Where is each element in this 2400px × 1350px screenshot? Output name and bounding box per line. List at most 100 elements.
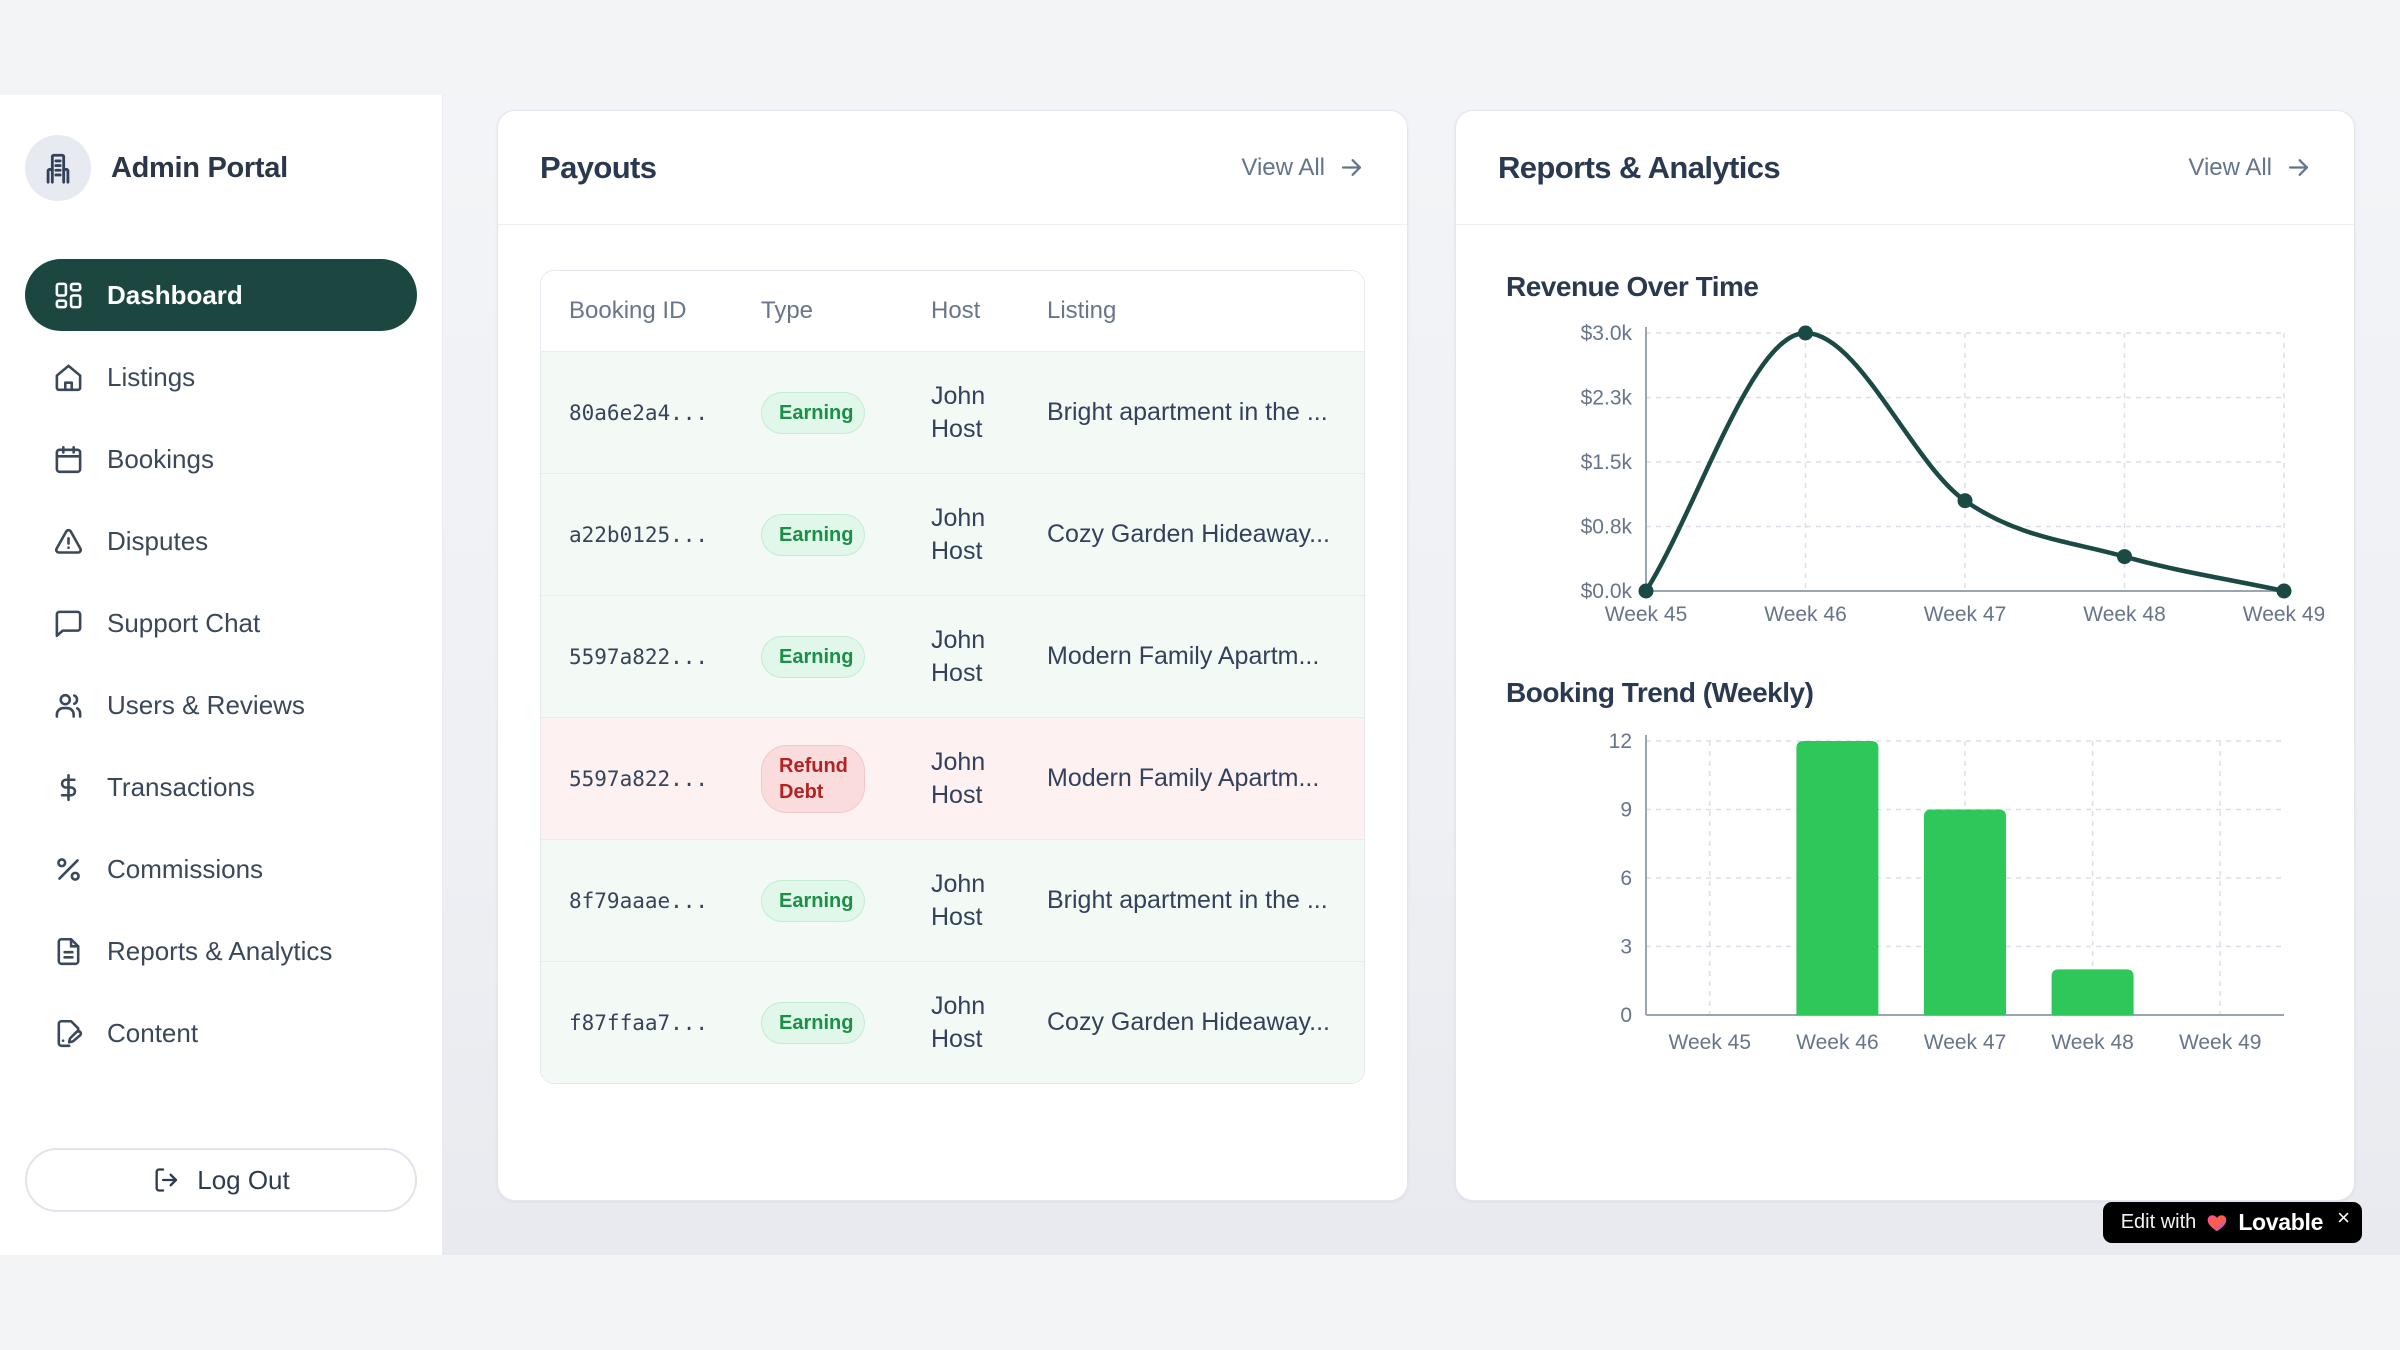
cell-host: John Host xyxy=(931,991,986,1053)
payouts-card-header: Payouts View All xyxy=(498,111,1407,225)
cell-host: John Host xyxy=(931,747,986,809)
reports-body: Revenue Over Time $0.0k $0.8k $1.5k $2.3k $3… xyxy=(1456,225,2354,1071)
payouts-table: Booking ID Type Host Listing 80a6e2a4...… xyxy=(540,270,1365,1084)
revenue-chart-title: Revenue Over Time xyxy=(1506,271,1759,302)
svg-text:$3.0k: $3.0k xyxy=(1581,322,1633,345)
payouts-title: Payouts xyxy=(540,149,657,185)
cell-booking-id: 8f79aaae... xyxy=(569,888,709,913)
reports-view-all-label: View All xyxy=(2188,153,2272,181)
sidebar-nav: Dashboard Listings Bookings Disputes Support… xyxy=(25,259,417,1069)
lovable-badge[interactable]: Edit with Lovable × xyxy=(2102,1202,2362,1243)
sidebar-item-label: Dashboard xyxy=(107,279,243,310)
cell-listing: Modern Family Apartm... xyxy=(1047,764,1320,792)
table-row: 8f79aaae... Earning John Host Bright apartm… xyxy=(541,839,1364,961)
sidebar-item-disputes[interactable]: Disputes xyxy=(25,505,417,577)
sidebar-item-bookings[interactable]: Bookings xyxy=(25,423,417,495)
table-row: 80a6e2a4... Earning John Host Bright apartm… xyxy=(541,351,1364,473)
booking-bar-chart: 0 3 6 9 12 Week 45 Week 46 Week 47 Week 48 Week 4… xyxy=(1609,730,2284,1054)
cell-listing: Cozy Garden Hideaway... xyxy=(1047,1008,1330,1036)
svg-text:Week 49: Week 49 xyxy=(2243,603,2324,626)
cell-listing: Modern Family Apartm... xyxy=(1047,642,1320,670)
svg-text:$0.0k: $0.0k xyxy=(1581,580,1633,603)
svg-text:Week 46: Week 46 xyxy=(1764,603,1847,626)
cell-type: Earning xyxy=(733,1001,903,1044)
column-header-type: Type xyxy=(761,297,814,324)
cell-booking-id: 5597a822... xyxy=(569,644,709,669)
percent-icon xyxy=(53,854,84,885)
logout-button[interactable]: Log Out xyxy=(25,1148,417,1212)
sidebar-item-label: Listings xyxy=(107,361,196,392)
svg-text:Week 47: Week 47 xyxy=(1924,1031,2007,1054)
arrow-right-icon xyxy=(2285,154,2312,181)
table-row: 5597a822... Refund Debt John Host Modern Fa… xyxy=(541,717,1364,839)
sidebar-item-label: Support Chat xyxy=(107,607,261,638)
revenue-line-chart: $0.0k $0.8k $1.5k $2.3k $3.0k Week 45 Week 46 W… xyxy=(1581,322,2324,626)
sidebar-item-transactions[interactable]: Transactions xyxy=(25,751,417,823)
lovable-prefix: Edit with xyxy=(2120,1211,2197,1233)
svg-text:$1.5k: $1.5k xyxy=(1581,451,1633,474)
payouts-view-all-label: View All xyxy=(1241,153,1325,181)
file-text-icon xyxy=(53,936,84,967)
dollar-icon xyxy=(53,772,84,803)
cell-type: Earning xyxy=(733,391,903,434)
cell-booking-id: 5597a822... xyxy=(569,766,709,791)
sidebar-item-commissions[interactable]: Commissions xyxy=(25,833,417,905)
table-row: f87ffaa7... Earning John Host Cozy Garden H… xyxy=(541,961,1364,1083)
type-badge: Earning xyxy=(761,391,865,434)
cell-type: Earning xyxy=(733,635,903,678)
cell-listing: Cozy Garden Hideaway... xyxy=(1047,520,1330,548)
cell-type: Earning xyxy=(733,879,903,922)
sidebar-item-users-reviews[interactable]: Users & Reviews xyxy=(25,669,417,741)
cell-host: John Host xyxy=(931,381,986,443)
table-row: 5597a822... Earning John Host Modern Family… xyxy=(541,595,1364,717)
building-icon xyxy=(41,151,75,185)
type-badge: Refund Debt xyxy=(761,744,865,813)
cell-booking-id: a22b0125... xyxy=(569,522,709,547)
sidebar-item-label: Bookings xyxy=(107,443,214,474)
payouts-view-all-link[interactable]: View All xyxy=(1241,154,1365,182)
payouts-card: Payouts View All Booking ID Type Host Li… xyxy=(497,110,1408,1201)
calendar-icon xyxy=(53,444,84,475)
booking-chart-title: Booking Trend (Weekly) xyxy=(1506,677,1814,708)
sidebar-item-support-chat[interactable]: Support Chat xyxy=(25,587,417,659)
cell-type: Refund Debt xyxy=(733,744,903,813)
svg-text:6: 6 xyxy=(1620,867,1632,890)
cell-host: John Host xyxy=(931,503,986,565)
svg-text:Week 45: Week 45 xyxy=(1605,603,1688,626)
svg-text:$0.8k: $0.8k xyxy=(1581,516,1633,539)
cell-listing: Bright apartment in the ... xyxy=(1047,398,1328,426)
sidebar-item-dashboard[interactable]: Dashboard xyxy=(25,259,417,331)
alert-triangle-icon xyxy=(53,526,84,557)
type-badge: Earning xyxy=(761,513,865,556)
file-pen-icon xyxy=(53,1018,84,1049)
sidebar-item-label: Disputes xyxy=(107,525,209,556)
svg-text:0: 0 xyxy=(1620,1004,1632,1027)
sidebar-item-label: Transactions xyxy=(107,771,255,802)
sidebar-item-label: Commissions xyxy=(107,853,264,884)
cell-host: John Host xyxy=(931,625,986,687)
type-badge: Earning xyxy=(761,879,865,922)
svg-text:$2.3k: $2.3k xyxy=(1581,387,1633,410)
app-frame: Admin Portal Dashboard Listings Bookings Di… xyxy=(0,95,2400,1255)
sidebar-item-listings[interactable]: Listings xyxy=(25,341,417,413)
sidebar-item-content[interactable]: Content xyxy=(25,997,417,1069)
brand-logo xyxy=(25,135,91,201)
payouts-table-body: 80a6e2a4... Earning John Host Bright apartm… xyxy=(541,351,1364,1083)
cell-listing: Bright apartment in the ... xyxy=(1047,886,1328,914)
column-header-host: Host xyxy=(931,297,981,324)
logout-label: Log Out xyxy=(197,1164,290,1195)
svg-text:Week 47: Week 47 xyxy=(1924,603,2007,626)
lovable-close-icon[interactable]: × xyxy=(2337,1204,2350,1230)
svg-text:Week 48: Week 48 xyxy=(2083,603,2166,626)
reports-view-all-link[interactable]: View All xyxy=(2188,154,2312,182)
sidebar-item-reports-analytics[interactable]: Reports & Analytics xyxy=(25,915,417,987)
sidebar-item-label: Users & Reviews xyxy=(107,689,305,720)
type-badge: Earning xyxy=(761,635,865,678)
svg-text:12: 12 xyxy=(1609,730,1632,753)
cell-type: Earning xyxy=(733,513,903,556)
cell-booking-id: 80a6e2a4... xyxy=(569,400,709,425)
users-icon xyxy=(53,690,84,721)
sidebar-spacer xyxy=(25,1069,417,1148)
column-header-booking-id: Booking ID xyxy=(569,297,687,324)
